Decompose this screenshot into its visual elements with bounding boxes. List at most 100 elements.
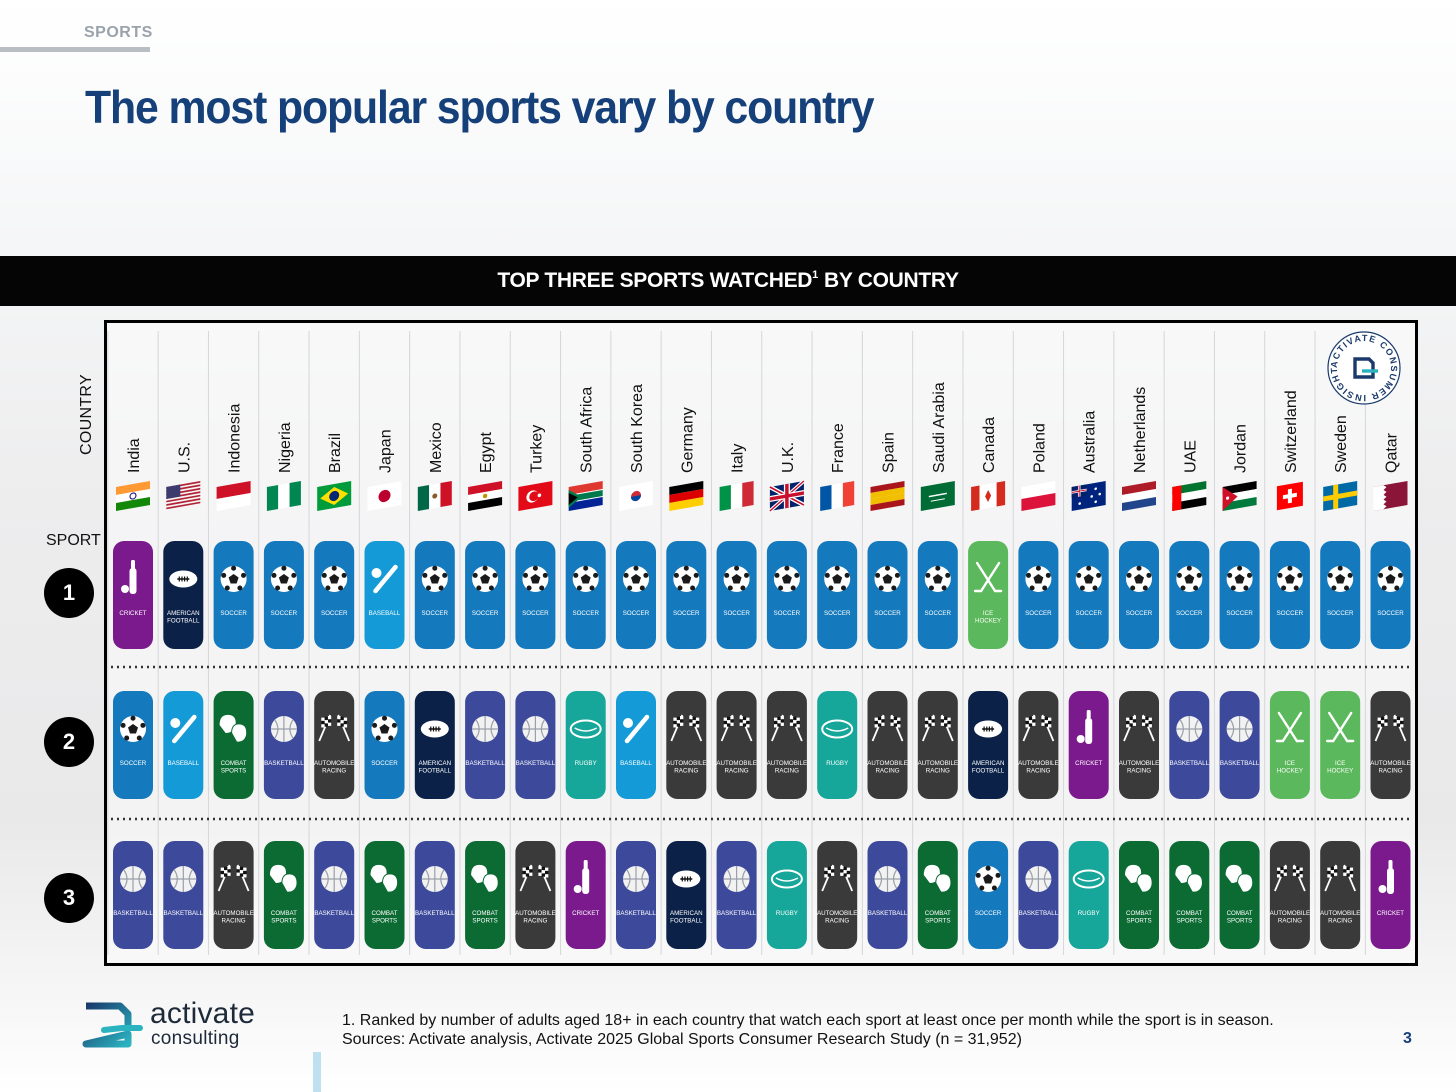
sport-label: BASKETBALL — [415, 910, 455, 917]
sport-pill — [666, 691, 707, 799]
rugby-ball-icon — [821, 719, 854, 739]
sport-label: ICE — [1335, 760, 1345, 767]
flag-egypt-icon — [468, 481, 503, 511]
sport-label: RACING — [322, 768, 346, 775]
sport-label: SOCCER — [1025, 610, 1052, 617]
sport-label: COMBAT — [271, 910, 297, 917]
footnote-marker: 1 — [812, 269, 818, 281]
sport-pill — [616, 541, 656, 649]
sport-cell: SOCCER — [817, 541, 858, 649]
sport-label: BASKETBALL — [616, 910, 656, 917]
flag-brazil-icon — [317, 481, 352, 511]
sport-cell: CRICKET — [1068, 691, 1109, 799]
sport-label: SOCCER — [623, 610, 650, 617]
country-label: Poland — [1031, 423, 1048, 473]
country-label: South Africa — [579, 387, 596, 473]
sport-cell: BASKETBALL — [414, 841, 455, 949]
sport-cell: CRICKET — [113, 541, 153, 649]
sport-label: RACING — [1328, 918, 1352, 925]
sport-label: CRICKET — [572, 910, 599, 917]
sport-axis-label: SPORT — [46, 532, 101, 549]
sport-label: RACING — [926, 768, 950, 775]
country-label: Saudi Arabia — [931, 382, 948, 473]
sport-pill — [1068, 841, 1109, 949]
country-label: Canada — [981, 417, 998, 473]
sport-label: SOCCER — [874, 610, 901, 617]
sport-cell: SOCCER — [364, 691, 405, 799]
sport-pill — [1068, 691, 1109, 799]
sport-pill — [616, 841, 656, 949]
rank-badge-1: 1 — [44, 568, 94, 618]
sport-label: SPORTS — [271, 918, 296, 925]
sport-label: BASKETBALL — [264, 760, 304, 767]
flag-u-s--icon — [166, 481, 201, 510]
footnote-definition: 1. Ranked by number of adults aged 18+ i… — [342, 1012, 1274, 1029]
sport-label: COMBAT — [472, 910, 498, 917]
country-label: Jordan — [1233, 424, 1250, 473]
sport-label: AUTOMOBILE — [817, 910, 857, 917]
sport-pill — [314, 841, 355, 949]
sport-pill — [465, 691, 506, 799]
boxing-gloves-icon — [471, 864, 488, 883]
country-label: Spain — [881, 432, 898, 473]
sport-pill — [515, 841, 556, 949]
sport-pill — [364, 841, 405, 949]
flag-canada-icon — [971, 481, 1006, 511]
sport-label: SOCCER — [120, 760, 147, 767]
sport-pill — [968, 691, 1009, 799]
sport-pill — [1219, 541, 1260, 649]
sport-pill — [766, 691, 807, 799]
sport-pill — [616, 691, 656, 799]
sport-label: SPORTS — [1227, 918, 1252, 925]
sport-label: SOCCER — [723, 610, 750, 617]
sport-label: AUTOMOBILE — [1320, 910, 1360, 917]
sport-label: BASKETBALL — [314, 910, 354, 917]
sport-pill — [364, 691, 405, 799]
country-label: Sweden — [1333, 415, 1350, 473]
chart-title-main: TOP THREE SPORTS WATCHED — [497, 269, 813, 292]
sport-label: SOCCER — [1075, 610, 1102, 617]
sport-label: RACING — [1378, 768, 1402, 775]
country-label: South Korea — [629, 384, 646, 473]
sport-label: COMBAT — [1176, 910, 1202, 917]
sport-cell: RUGBY — [817, 691, 858, 799]
sport-label: RACING — [1127, 768, 1151, 775]
baseball-bat-icon — [172, 714, 197, 744]
country-label: U.S. — [176, 442, 193, 473]
activate-consumer-insight-seal: ACTIVATE CONSUMER INSIGHT — [1327, 331, 1401, 405]
sport-label: SOCCER — [824, 610, 851, 617]
flag-spain-icon — [870, 481, 905, 511]
sport-cell: BASKETBALL — [716, 841, 757, 949]
sport-label: AMERICAN — [418, 760, 451, 767]
sport-cell: SOCCER — [1320, 541, 1361, 649]
sport-pill — [263, 841, 304, 949]
sport-pill — [565, 691, 606, 799]
sport-pill — [1219, 691, 1260, 799]
sport-pill — [867, 691, 908, 799]
sport-pill — [1119, 691, 1159, 799]
sport-label: HOCKEY — [1327, 768, 1353, 775]
hockey-sticks-icon — [973, 561, 1003, 593]
sport-label: CRICKET — [119, 610, 146, 617]
sport-cell: SOCCER — [1018, 541, 1059, 649]
sport-label: FOOTBALL — [419, 768, 452, 775]
flag-uae-icon — [1172, 481, 1207, 511]
sport-cell: SOCCER — [1269, 541, 1310, 649]
sport-cell: BASKETBALL — [867, 841, 908, 949]
sport-cell: BASKETBALL — [616, 841, 656, 949]
sport-label: SOCCER — [774, 610, 801, 617]
sport-cell: SOCCER — [1370, 541, 1411, 649]
sport-label: RACING — [523, 918, 547, 925]
